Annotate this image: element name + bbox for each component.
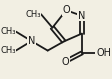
Text: O: O xyxy=(62,5,70,15)
Text: OH: OH xyxy=(96,48,111,58)
Text: CH₃: CH₃ xyxy=(0,46,16,55)
Text: N: N xyxy=(28,36,35,46)
Text: N: N xyxy=(78,11,86,21)
Text: CH₃: CH₃ xyxy=(0,27,16,36)
Text: O: O xyxy=(61,57,69,67)
Text: CH₃: CH₃ xyxy=(26,10,41,19)
